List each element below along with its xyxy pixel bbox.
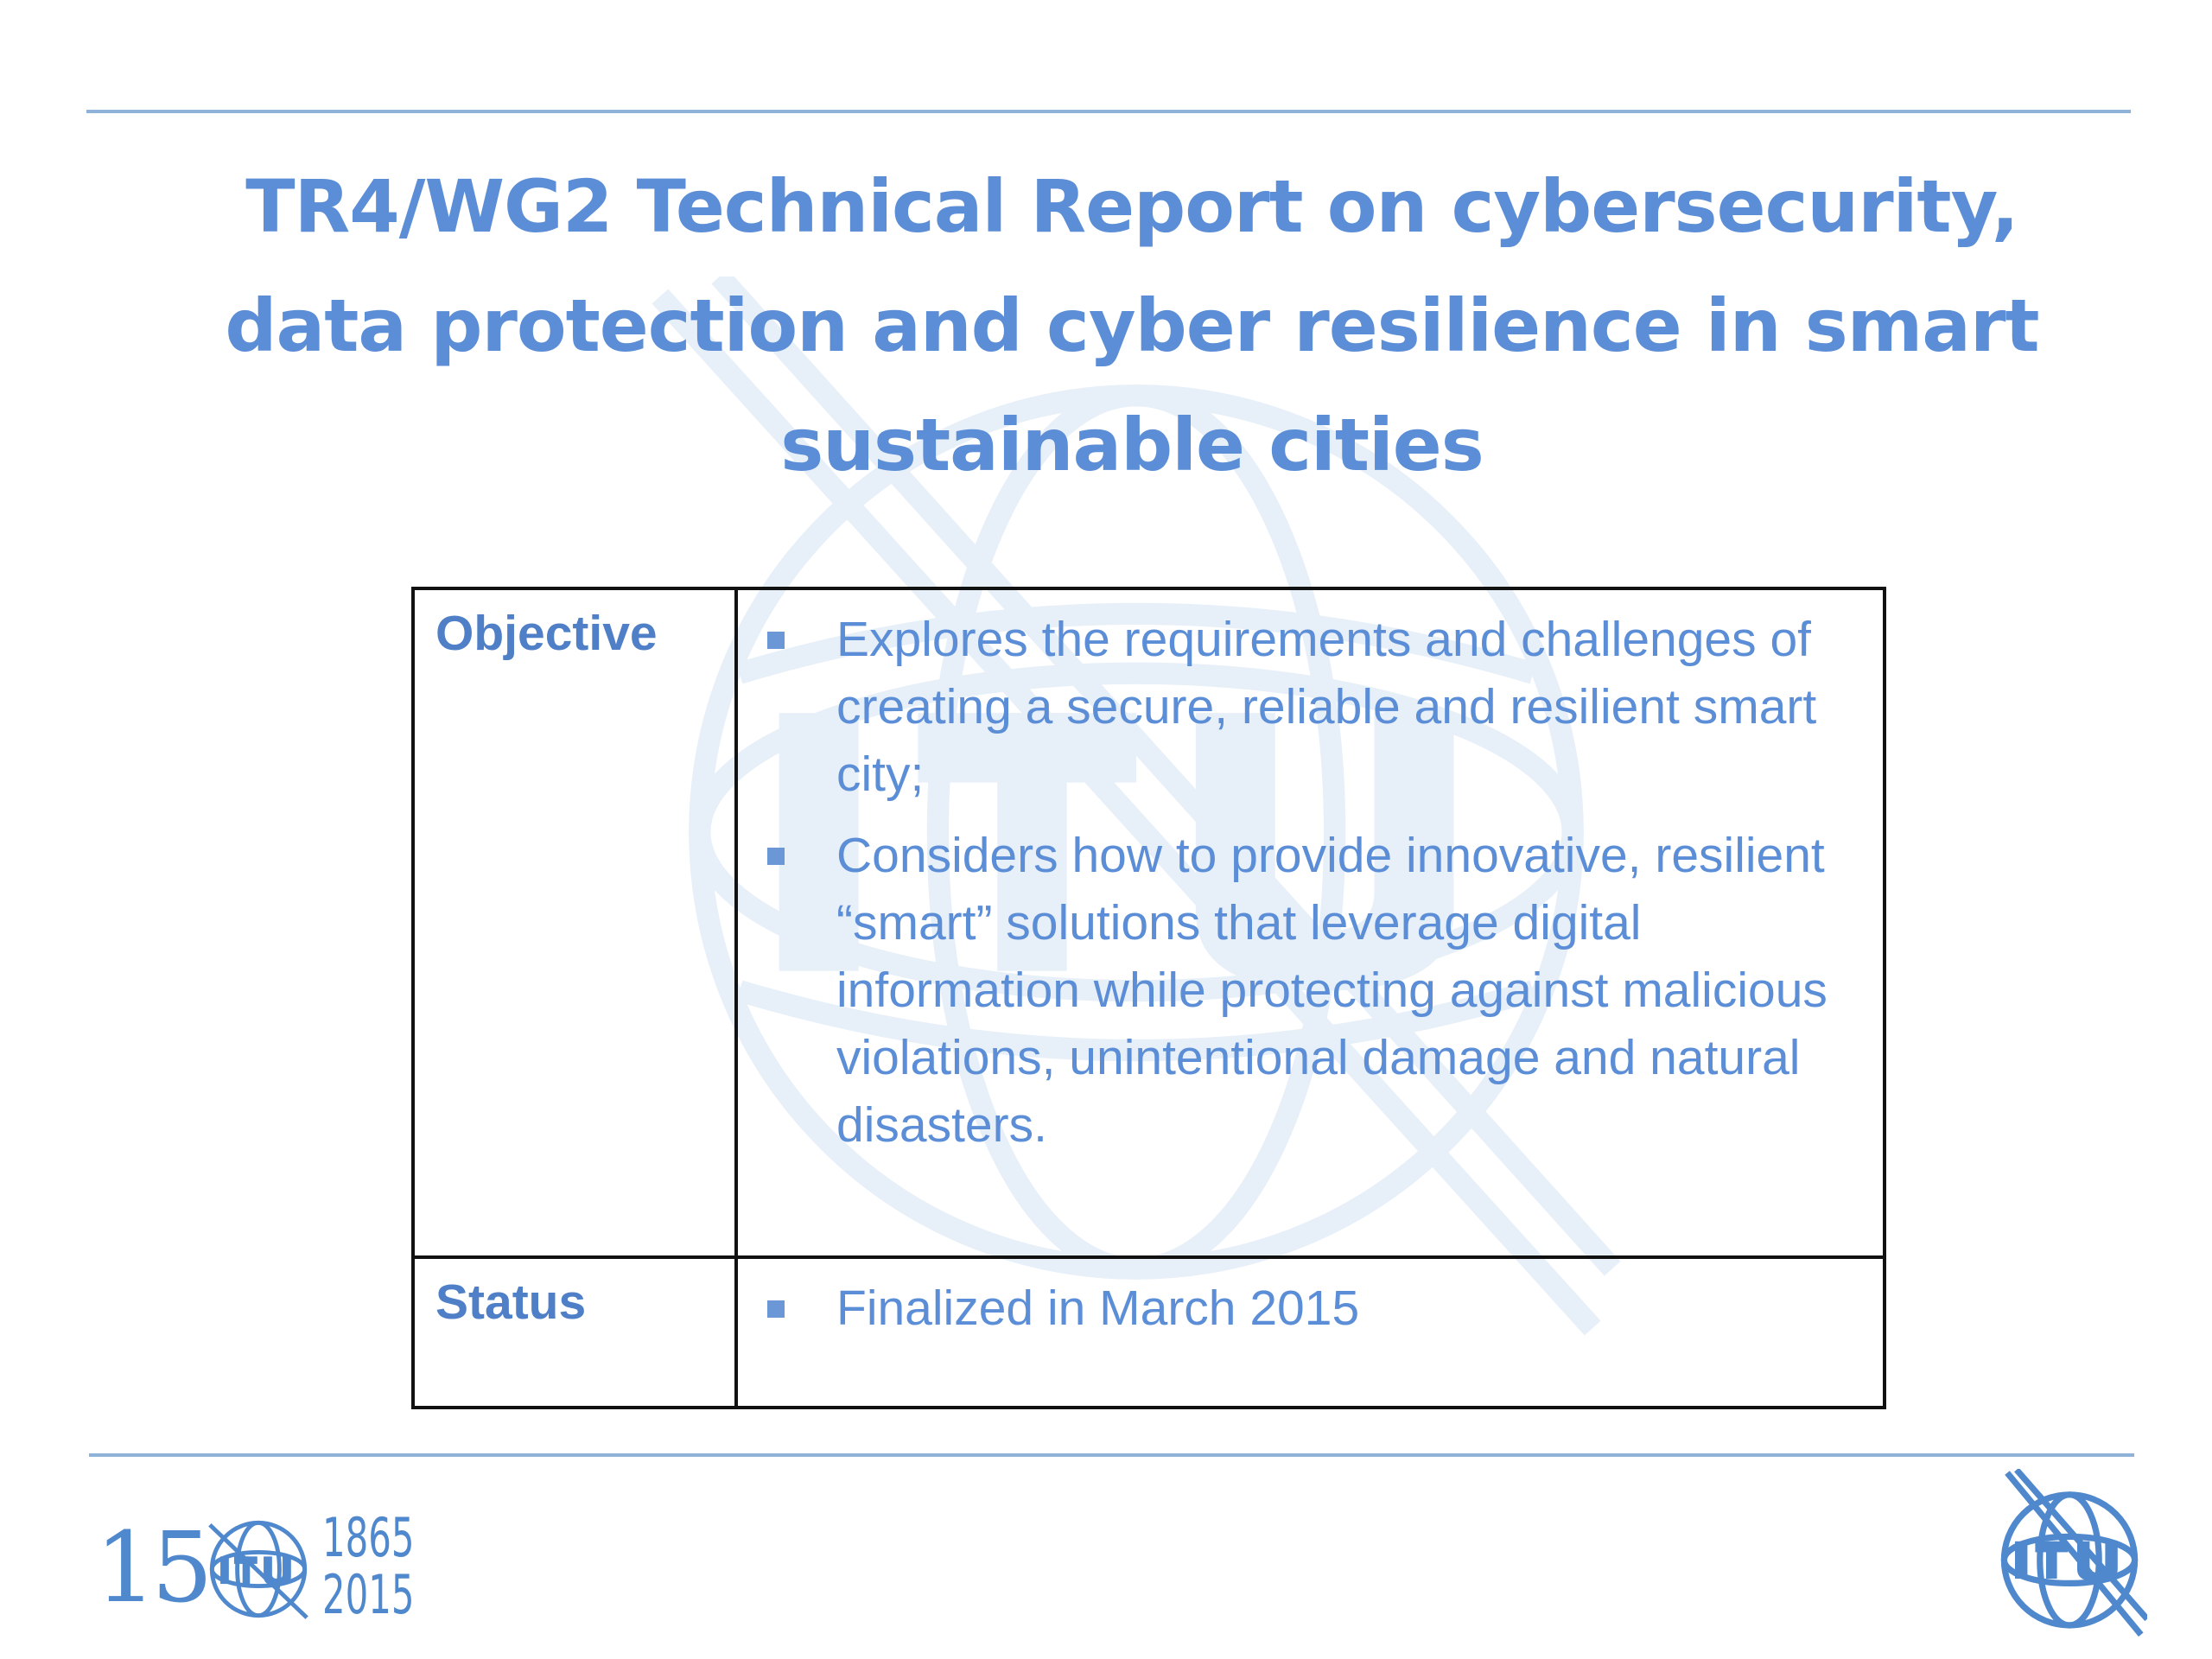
row-label-objective: Objective	[411, 587, 738, 1259]
top-divider	[86, 110, 2131, 113]
objective-bullet-list: Explores the requirements and challenges…	[767, 606, 1857, 1159]
anniversary-years: 1865 2015	[322, 1510, 414, 1624]
table-row-status: Status Finalized in March 2015	[411, 1255, 1886, 1409]
report-info-table: Objective Explores the requirements and …	[411, 587, 1886, 1409]
year-end: 2015	[322, 1563, 415, 1626]
objective-content: Explores the requirements and challenges…	[734, 587, 1886, 1259]
status-bullet: Finalized in March 2015	[767, 1274, 1857, 1342]
status-bullet-list: Finalized in March 2015	[767, 1274, 1857, 1342]
objective-bullet: Considers how to provide innovative, res…	[767, 822, 1857, 1159]
slide-title: TR4/WG2 Technical Report on cybersecurit…	[225, 164, 2039, 487]
bottom-divider	[89, 1453, 2134, 1457]
table-row-objective: Objective Explores the requirements and …	[411, 587, 1886, 1259]
globe-icon	[206, 1516, 311, 1622]
itu-logo-icon	[2000, 1469, 2147, 1637]
status-content: Finalized in March 2015	[734, 1255, 1886, 1409]
row-label-status: Status	[411, 1255, 738, 1409]
itu-150-anniversary-logo: 150 1865 2015	[95, 1508, 441, 1629]
objective-bullet: Explores the requirements and challenges…	[767, 606, 1857, 808]
year-start: 1865	[322, 1506, 415, 1569]
